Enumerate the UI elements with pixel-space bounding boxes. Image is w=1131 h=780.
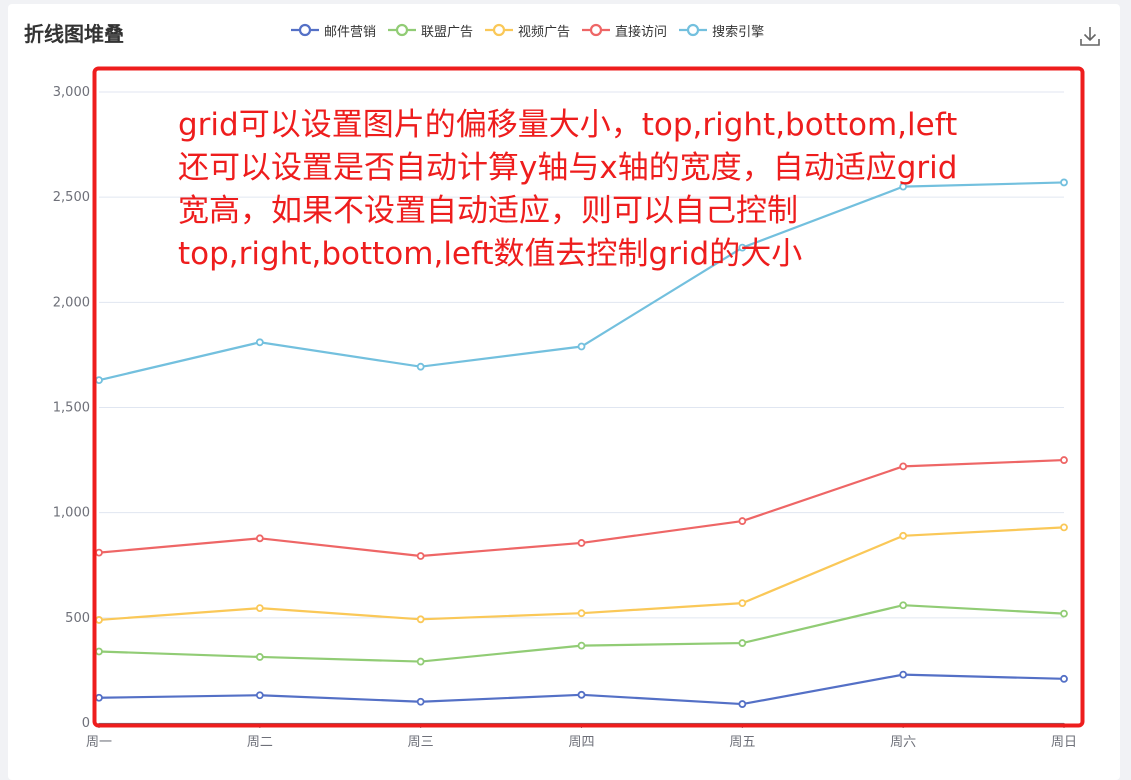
data-point: [1060, 523, 1068, 532]
y-tick-label: 2,000: [53, 295, 90, 310]
data-point: [738, 700, 747, 708]
legend-label: 直接访问: [615, 24, 668, 40]
data-point: [738, 599, 747, 608]
x-tick-label: 周四: [568, 735, 594, 750]
legend-label: 视频广告: [518, 24, 571, 40]
data-point: [577, 690, 586, 699]
data-point: [1060, 609, 1068, 618]
data-point: [1060, 456, 1068, 464]
series-line-1: [98, 673, 1065, 706]
download-icon[interactable]: [1078, 24, 1102, 48]
legend-label: 邮件营销: [324, 24, 377, 40]
data-point: [1060, 674, 1068, 683]
data-point: [899, 531, 908, 540]
chart-card: [8, 4, 1120, 780]
legend-label: 联盟广告: [421, 24, 474, 40]
data-point: [1060, 178, 1068, 187]
data-point: [255, 338, 264, 347]
data-point: [416, 362, 425, 371]
legend-line-icon: [679, 23, 708, 37]
data-point: [577, 609, 586, 618]
legend-line-icon: [388, 23, 417, 37]
data-point: [899, 670, 908, 679]
data-point: [577, 641, 586, 650]
data-point: [416, 615, 425, 624]
data-point: [255, 604, 264, 613]
legend: 邮件营销 联盟广告 视频广告 直接访问 搜索引擎: [291, 20, 764, 40]
x-tick-label: 周五: [729, 735, 755, 750]
data-point: [899, 601, 908, 610]
data-point: [577, 539, 586, 547]
data-point: [738, 243, 747, 252]
legend-item[interactable]: 视频广告: [485, 21, 570, 40]
data-point: [255, 653, 264, 661]
legend-label: 搜索引擎: [712, 24, 765, 40]
legend-item[interactable]: 邮件营销: [291, 21, 376, 40]
data-point: [95, 693, 103, 702]
legend-item[interactable]: 联盟广告: [388, 21, 473, 40]
legend-item[interactable]: 搜索引擎: [679, 21, 764, 40]
data-point: [95, 616, 103, 624]
data-point: [95, 376, 103, 385]
data-point: [95, 647, 103, 656]
x-tick-label: 周日: [1051, 735, 1077, 750]
y-tick-label: 500: [65, 611, 90, 626]
x-tick-label: 周六: [890, 735, 916, 750]
data-point: [738, 517, 747, 525]
legend-line-icon: [291, 23, 319, 37]
chart-title: 折线图堆叠: [24, 22, 124, 46]
y-tick-label: 2,500: [53, 190, 90, 205]
data-point: [255, 534, 264, 543]
y-tick-label: 3,000: [53, 85, 90, 100]
data-point: [577, 342, 586, 351]
legend-line-icon: [582, 23, 611, 37]
y-tick-label: 1,500: [53, 401, 90, 416]
data-point: [416, 657, 425, 666]
data-point: [899, 182, 908, 191]
x-tick-label: 周二: [247, 735, 273, 750]
legend-line-icon: [485, 23, 514, 37]
x-tick-label: 周三: [408, 735, 434, 750]
grid-highlight-box: [92, 66, 1085, 728]
y-tick-label: 0: [82, 716, 90, 731]
y-tick-label: 1,000: [53, 506, 90, 521]
legend-item[interactable]: 直接访问: [582, 21, 667, 40]
data-point: [899, 462, 908, 471]
annotation-text: grid可以设置图片的偏移量大小，top,right,bottom,left 还…: [178, 107, 958, 272]
data-point: [738, 639, 747, 647]
data-point: [416, 697, 425, 706]
data-point: [255, 691, 264, 700]
x-tick-label: 周一: [86, 735, 112, 750]
data-point: [416, 552, 425, 560]
data-point: [95, 548, 103, 557]
